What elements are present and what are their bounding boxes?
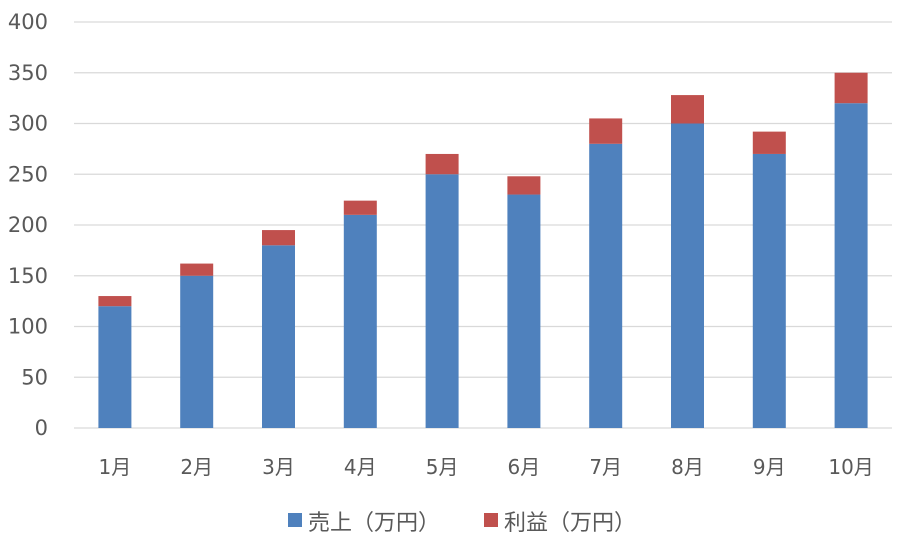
bar-profit-2 xyxy=(180,263,214,276)
legend-swatch-profit xyxy=(484,513,498,527)
x-category-label: 7月 xyxy=(589,455,622,479)
bar-sales-7 xyxy=(589,143,623,429)
y-tick-label: 250 xyxy=(8,162,48,186)
x-category-label: 1月 xyxy=(99,455,132,479)
x-category-label: 9月 xyxy=(753,455,786,479)
bar-profit-7 xyxy=(589,118,623,144)
bar-sales-8 xyxy=(671,123,704,428)
bar-sales-1 xyxy=(98,306,132,428)
y-tick-label: 0 xyxy=(35,416,48,440)
bar-profit-5 xyxy=(425,153,459,175)
y-tick-label: 350 xyxy=(8,61,48,85)
bars xyxy=(98,72,868,429)
y-tick-label: 300 xyxy=(8,112,48,136)
bar-sales-5 xyxy=(425,174,459,428)
legend: 売上（万円） 利益（万円） xyxy=(288,511,636,536)
bar-sales-2 xyxy=(180,275,214,428)
x-category-label: 8月 xyxy=(671,455,704,479)
bar-profit-3 xyxy=(262,230,295,246)
y-tick-label: 150 xyxy=(8,264,48,288)
bar-sales-4 xyxy=(343,214,377,428)
legend-label-sales: 売上（万円） xyxy=(308,511,440,536)
bar-profit-6 xyxy=(507,176,541,195)
bar-sales-10 xyxy=(834,103,868,428)
bar-profit-4 xyxy=(343,200,377,215)
bar-profit-10 xyxy=(834,72,868,104)
y-tick-label: 50 xyxy=(21,365,48,389)
x-category-label: 2月 xyxy=(180,455,213,479)
y-tick-label: 200 xyxy=(8,213,48,237)
bar-sales-9 xyxy=(752,153,786,428)
x-category-label: 4月 xyxy=(344,455,377,479)
x-category-label: 6月 xyxy=(508,455,541,479)
x-category-label: 5月 xyxy=(426,455,459,479)
bar-profit-1 xyxy=(98,296,132,307)
bar-sales-3 xyxy=(262,245,295,428)
legend-swatch-sales xyxy=(288,513,302,527)
y-axis-tick-labels: 0 50 100 150 200 250 300 350 400 xyxy=(8,10,48,440)
legend-label-profit: 利益（万円） xyxy=(504,511,636,536)
x-category-label: 10月 xyxy=(828,455,873,479)
x-category-label: 3月 xyxy=(262,455,295,479)
bar-profit-9 xyxy=(752,131,786,154)
y-tick-label: 100 xyxy=(8,315,48,339)
bar-sales-6 xyxy=(507,194,541,428)
x-axis-category-labels: 1月 2月 3月 4月 5月 6月 7月 8月 9月 10月 xyxy=(99,455,874,479)
bar-profit-8 xyxy=(671,95,704,124)
y-tick-label: 400 xyxy=(8,10,48,34)
